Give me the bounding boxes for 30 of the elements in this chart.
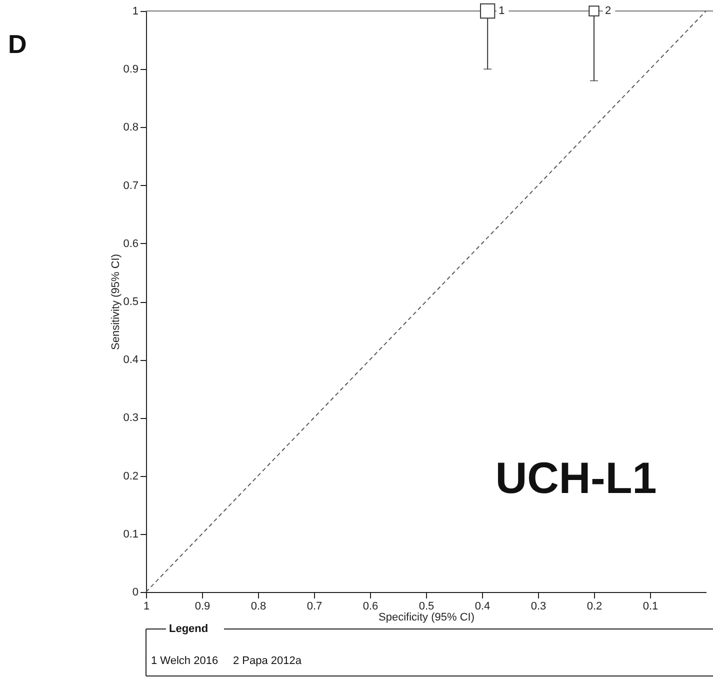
text: D	[8, 29, 27, 59]
y-axis-title: Sensitivity (95% CI)	[110, 254, 122, 350]
x-tick-label: 0.3	[530, 600, 546, 612]
text: 2 Papa 2012a	[233, 655, 302, 667]
x-tick-label: 0.8	[250, 600, 266, 612]
x-tick-label: 0.5	[418, 600, 434, 612]
x-tick-label: 0.6	[362, 600, 378, 612]
y-tick-label: 0	[132, 586, 138, 598]
annotation: 1	[498, 5, 505, 17]
y-tick-label: 0.8	[123, 122, 138, 134]
y-tick-label: 0.5	[123, 296, 138, 308]
x-tick-label: 0.1	[642, 600, 658, 612]
y-tick-label: 1	[132, 6, 138, 18]
y-tick-label: 0.7	[123, 180, 138, 192]
y-tick-label: 0.1	[123, 528, 138, 540]
x-tick-label: 1	[143, 600, 150, 612]
y-tick-label: 0.2	[123, 470, 138, 482]
annotation: UCH-L1	[495, 454, 657, 503]
x-axis-title: Specificity (95% CI)	[378, 612, 474, 624]
x-tick-label: 0.2	[586, 600, 602, 612]
text: Legend	[169, 623, 208, 635]
y-tick-label: 0.9	[123, 64, 138, 76]
annotation: 2	[605, 5, 612, 17]
y-tick-label: 0.4	[123, 354, 138, 366]
y-tick-label: 0.6	[123, 238, 138, 250]
text: 1 Welch 2016	[151, 655, 218, 667]
x-tick-label: 0.7	[306, 600, 322, 612]
x-tick-label: 0.9	[194, 600, 210, 612]
x-tick-label: 0.4	[474, 600, 490, 612]
y-tick-label: 0.3	[123, 412, 138, 424]
